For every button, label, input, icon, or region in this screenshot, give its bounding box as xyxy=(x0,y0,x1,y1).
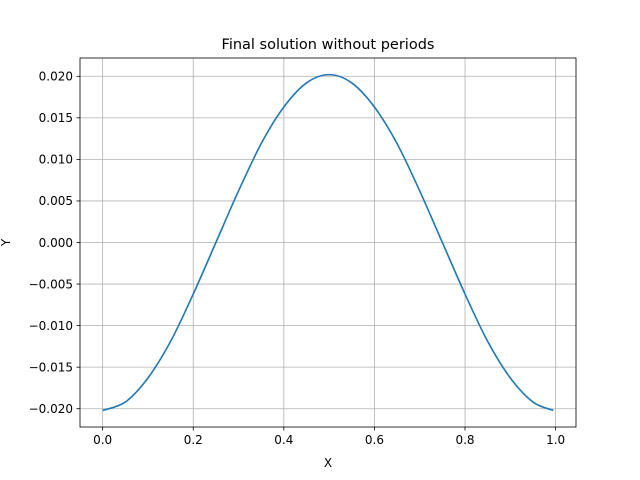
x-tick-label: 0.4 xyxy=(274,433,293,447)
y-tick-label: −0.010 xyxy=(29,319,73,333)
y-tick-label: 0.005 xyxy=(39,194,73,208)
y-tick-label: 0.010 xyxy=(39,153,73,167)
y-tick-label: 0.000 xyxy=(39,236,73,250)
x-tick-label: 0.8 xyxy=(455,433,474,447)
x-axis-ticks: 0.0 0.2 0.4 0.6 0.8 1.0 xyxy=(93,427,565,447)
x-tick-label: 0.2 xyxy=(184,433,203,447)
x-tick-label: 0.6 xyxy=(365,433,384,447)
chart-title: Final solution without periods xyxy=(222,37,435,53)
x-axis-label: X xyxy=(324,456,332,470)
series-group xyxy=(102,73,554,412)
x-tick-label: 1.0 xyxy=(546,433,565,447)
x-tick-label: 0.0 xyxy=(93,433,112,447)
y-axis-ticks: −0.020 −0.015 −0.010 −0.005 0.000 0.005 0.010 0… xyxy=(29,70,80,416)
y-tick-label: −0.015 xyxy=(29,360,73,374)
y-tick-label: −0.005 xyxy=(29,277,73,291)
y-tick-label: 0.020 xyxy=(39,70,73,84)
series-line-0 xyxy=(102,73,554,412)
grid-lines xyxy=(80,58,576,427)
y-tick-label: −0.020 xyxy=(29,402,73,416)
y-axis-label: Y xyxy=(0,238,13,247)
y-tick-label: 0.015 xyxy=(39,111,73,125)
